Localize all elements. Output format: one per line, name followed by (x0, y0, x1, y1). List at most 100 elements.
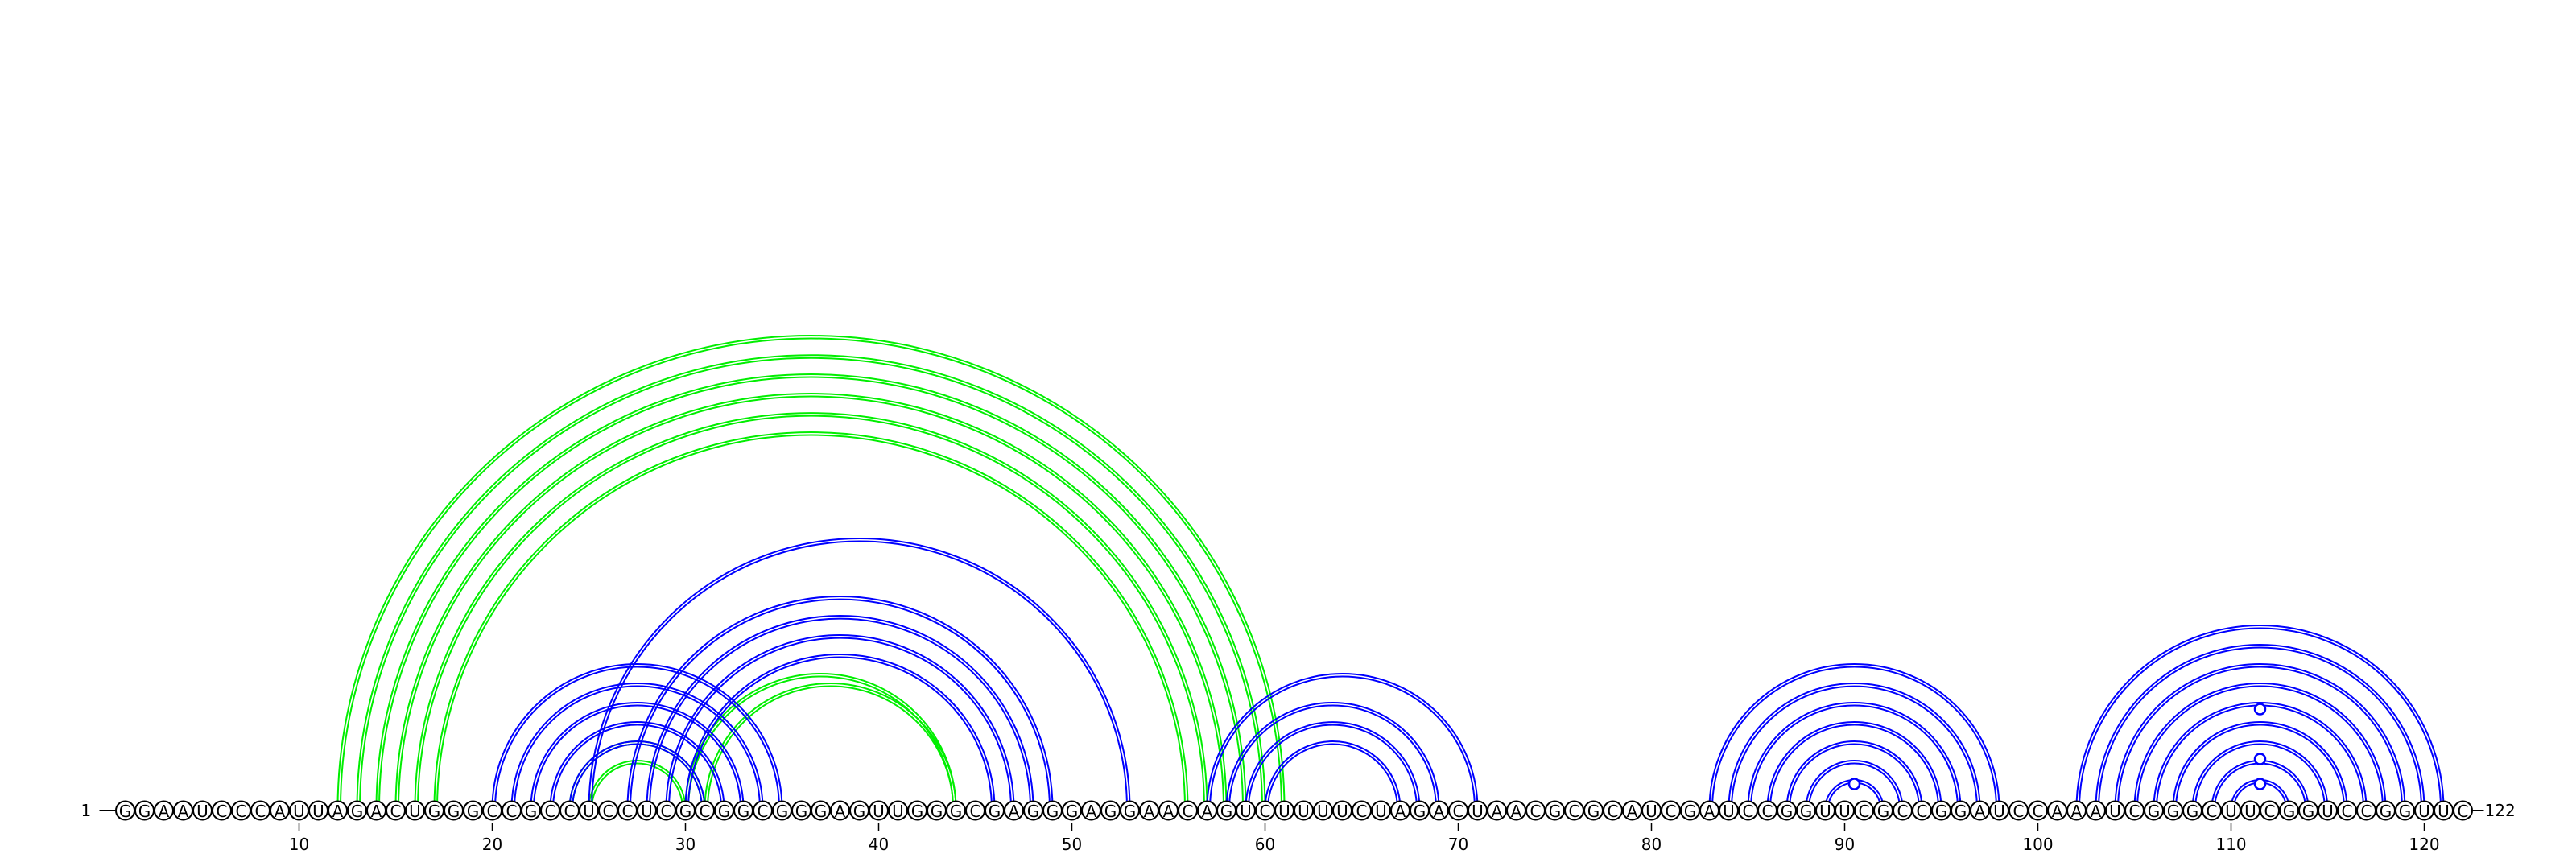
nucleotide-120: U (2414, 800, 2434, 821)
nucleotide-68: G (1410, 800, 1430, 821)
nucleotide-96: G (1951, 800, 1971, 821)
nucleotide-104: U (2105, 800, 2125, 821)
tick-label-10: 10 (289, 835, 309, 854)
arc-22-33-inner (533, 704, 741, 810)
base-pair-arcs (336, 335, 2445, 810)
arc-60-67 (1264, 740, 1402, 810)
tick-label-100: 100 (2022, 835, 2053, 854)
nucleotide-letter: A (159, 802, 170, 821)
arc-25-30 (588, 760, 687, 810)
arc-58-69-inner (1228, 704, 1437, 810)
nucleotide-letter: A (2091, 802, 2102, 821)
nucleotide-107: G (2163, 800, 2183, 821)
nucleotide-54: A (1139, 800, 1159, 821)
arc-31-44-inner (707, 685, 954, 810)
arc-103-120-inner (2098, 646, 2422, 810)
nucleotide-letter: C (2033, 802, 2044, 821)
nucleotide-106: G (2144, 800, 2164, 821)
nucleotide-70: C (1448, 800, 1468, 821)
arc-86-95 (1766, 721, 1942, 810)
nucleotide-letter: U (641, 802, 653, 821)
arc-24-31 (568, 740, 706, 810)
nucleotide-letter: C (2342, 802, 2353, 821)
nucleotide-103: A (2086, 800, 2106, 821)
nucleotide-letter: C (2264, 802, 2276, 821)
nucleotide-13: G (347, 800, 367, 821)
nucleotide-28: U (637, 800, 657, 821)
nucleotide-letter: G (950, 802, 963, 821)
nucleotide-letter: U (892, 802, 904, 821)
arc-60-67-inner (1267, 743, 1398, 810)
nucleotide-58: G (1216, 800, 1236, 821)
nucleotide-1: G (115, 800, 135, 821)
arc-30-44-inner (687, 675, 954, 810)
nucleotide-41: U (888, 800, 908, 821)
nucleotide-letter: U (1375, 802, 1387, 821)
nucleotide-49: G (1042, 800, 1063, 821)
nucleotide-letter: G (2283, 802, 2296, 821)
nucleotide-letter: U (2225, 802, 2237, 821)
nucleotide-letter: A (1627, 802, 1638, 821)
nucleotide-letter: A (1395, 802, 1406, 821)
nucleotide-letter: G (351, 802, 364, 821)
arc-17-56-inner (436, 434, 1186, 810)
arc-103-120 (2095, 644, 2425, 810)
nucleotide-letter: C (1743, 802, 1754, 821)
nucleotide-letter: C (564, 802, 576, 821)
nucleotide-108: G (2182, 800, 2202, 821)
arc-13-60 (356, 354, 1266, 810)
nucleotide-24: C (559, 800, 580, 821)
arc-29-47 (665, 634, 1015, 810)
nucleotide-75: G (1545, 800, 1565, 821)
nucleotide-18: G (444, 800, 464, 821)
nucleotide-letter: G (1104, 802, 1117, 821)
nucleotide-76: C (1564, 800, 1584, 821)
arc-23-32 (549, 721, 725, 810)
nucleotide-115: U (2318, 800, 2338, 821)
nucleotide-letter: G (815, 802, 828, 821)
nucleotide-99: C (2008, 800, 2029, 821)
nucleotide-letter: G (1220, 802, 1233, 821)
nucleotide-letter: G (138, 802, 151, 821)
arc-88-93-inner (1808, 762, 1901, 810)
nucleotide-letter: U (1278, 802, 1290, 821)
nucleotide-letter: A (1434, 802, 1445, 821)
nucleotide-40: U (869, 800, 889, 821)
nucleotide-71: U (1468, 800, 1488, 821)
nucleotide-letter: G (2167, 802, 2180, 821)
nucleotide-4: A (173, 800, 193, 821)
nucleotide-63: U (1313, 800, 1333, 821)
nucleotide-118: G (2376, 800, 2396, 821)
nucleotide-letter: G (931, 802, 943, 821)
nucleotide-47: A (1004, 800, 1024, 821)
arc-105-118-inner (2136, 685, 2384, 810)
nucleotide-42: G (907, 800, 927, 821)
nucleotide-97: A (1970, 800, 1990, 821)
nucleotide-50: G (1062, 800, 1082, 821)
arc-83-98 (1708, 663, 2000, 810)
nucleotide-letter: C (1356, 802, 1368, 821)
sequence-start-label: 1 (81, 801, 92, 820)
nucleotide-letter: U (1240, 802, 1252, 821)
nucleotide-80: U (1641, 800, 1662, 821)
arc-30-44 (684, 673, 957, 810)
nucleotide-61: U (1274, 800, 1294, 821)
arc-57-71-inner (1209, 675, 1476, 810)
nucleotide-45: C (965, 800, 985, 821)
nucleotide-82: G (1680, 800, 1700, 821)
nucleotide-letter: G (1549, 802, 1562, 821)
arc-20-35 (491, 663, 783, 810)
arc-23-32-inner (552, 724, 722, 810)
nucleotide-circle (2453, 800, 2473, 821)
arc-102-121-inner (2079, 627, 2442, 810)
nucleotide-letter: A (1086, 802, 1097, 821)
nucleotide-letter: C (545, 802, 556, 821)
tick-label-60: 60 (1255, 835, 1275, 854)
nucleotide-letter: A (1163, 802, 1174, 821)
nucleotide-36: G (791, 800, 811, 821)
arc-25-53 (588, 538, 1131, 810)
arc-85-96 (1747, 702, 1962, 810)
arc-27-49 (626, 596, 1054, 810)
arc-86-95-inner (1769, 724, 1939, 810)
nucleotide-letter: C (1260, 802, 1271, 821)
